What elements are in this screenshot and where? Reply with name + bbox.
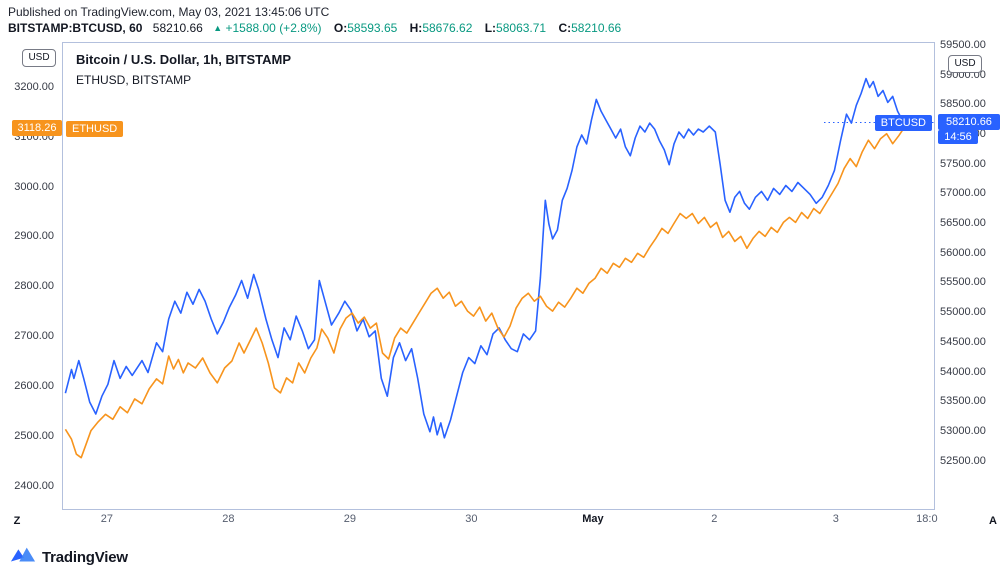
chart-plot[interactable]: Bitcoin / U.S. Dollar, 1h, BITSTAMP ETHU… — [62, 42, 935, 510]
right-axis-tick: 52500.00 — [940, 454, 986, 467]
chart-legend-title: Bitcoin / U.S. Dollar, 1h, BITSTAMP — [76, 52, 292, 67]
right-price-axis[interactable]: 59500.0059000.0058500.0058000.0057500.00… — [938, 39, 1004, 510]
time-axis[interactable]: 27 28 29 30 May 2 3 18:0 — [62, 512, 938, 530]
series-line-btcusd — [64, 77, 905, 439]
time-axis-tick: 28 — [222, 513, 235, 525]
tradingview-wordmark: TradingView — [42, 549, 128, 566]
auto-scale-button[interactable]: A — [989, 515, 997, 527]
right-axis-tick: 54500.00 — [940, 335, 986, 348]
right-axis-tick: 53000.00 — [940, 424, 986, 437]
btcusd-countdown-label: 14:56 — [938, 130, 978, 144]
btcusd-price-label: 58210.66 — [938, 114, 1000, 130]
right-axis-tick: 57000.00 — [940, 187, 986, 200]
chart-legend-overlay: ETHUSD, BITSTAMP — [76, 73, 192, 87]
time-axis-tick: 2 — [711, 513, 718, 525]
right-axis-tick: 56500.00 — [940, 217, 986, 230]
time-axis-tick: 27 — [100, 513, 114, 525]
ohlc-high: H:58676.62 — [409, 21, 473, 35]
left-axis-tick: 2700.00 — [14, 330, 54, 343]
left-axis-tick: 2900.00 — [14, 230, 54, 243]
ethusd-series-tag: ETHUSD — [66, 121, 124, 137]
ethusd-price-label: 3118.26 — [12, 120, 62, 136]
left-axis-tick: 3200.00 — [14, 80, 54, 93]
left-axis-tick: 2500.00 — [14, 429, 54, 442]
ticker-line: BITSTAMP:BTCUSD, 60 58210.66 ▲ +1588.00 … — [8, 21, 621, 35]
time-axis-tick: 30 — [465, 513, 478, 525]
up-arrow-icon: ▲ — [213, 23, 223, 33]
last-price: 58210.66 — [152, 21, 203, 35]
price-change: ▲ +1588.00 (+2.8%) — [213, 21, 321, 35]
right-axis-tick: 59500.00 — [940, 39, 986, 51]
right-axis-tick: 57500.00 — [940, 157, 986, 170]
chart-canvas — [64, 77, 934, 459]
time-axis-tick: 18:0 — [916, 513, 938, 525]
right-axis-tick: 55500.00 — [940, 276, 986, 289]
change-value: +1588.00 (+2.8%) — [225, 21, 322, 35]
left-axis-tick: 3000.00 — [14, 180, 54, 193]
time-axis-tick: 29 — [343, 513, 357, 525]
left-axis-tick: 2600.00 — [14, 379, 54, 392]
time-axis-tick: 3 — [832, 513, 839, 525]
right-axis-tick: 55000.00 — [940, 306, 986, 319]
series-line-ethusd — [64, 128, 905, 459]
timezone-button[interactable]: Z — [13, 515, 21, 527]
left-axis-tick: 2400.00 — [14, 479, 54, 492]
right-axis-tick: 54000.00 — [940, 365, 986, 378]
tradingview-logo-icon — [10, 545, 36, 570]
left-axis-tick: 2800.00 — [14, 280, 54, 293]
tradingview-logo[interactable]: TradingView — [10, 545, 128, 570]
ohlc-low: L:58063.71 — [484, 21, 547, 35]
left-axis-unit-badge: USD — [22, 49, 56, 67]
btcusd-series-tag: BTCUSD — [874, 115, 932, 131]
published-line: Published on TradingView.com, May 03, 20… — [8, 5, 330, 19]
ohlc-open: O:58593.65 — [333, 21, 398, 35]
right-axis-tick: 58500.00 — [940, 98, 986, 111]
right-axis-tick: 56000.00 — [940, 246, 986, 259]
symbol-interval: BITSTAMP:BTCUSD, 60 — [8, 21, 143, 35]
right-axis-tick: 53500.00 — [940, 395, 986, 408]
time-axis-tick: May — [582, 513, 604, 525]
left-price-axis[interactable]: 3200.00 3100.00 3000.00 2900.00 2800.00 2700.… — [0, 42, 58, 510]
right-axis-unit-badge: USD — [948, 55, 982, 73]
ohlc-close: C:58210.66 — [558, 21, 622, 35]
